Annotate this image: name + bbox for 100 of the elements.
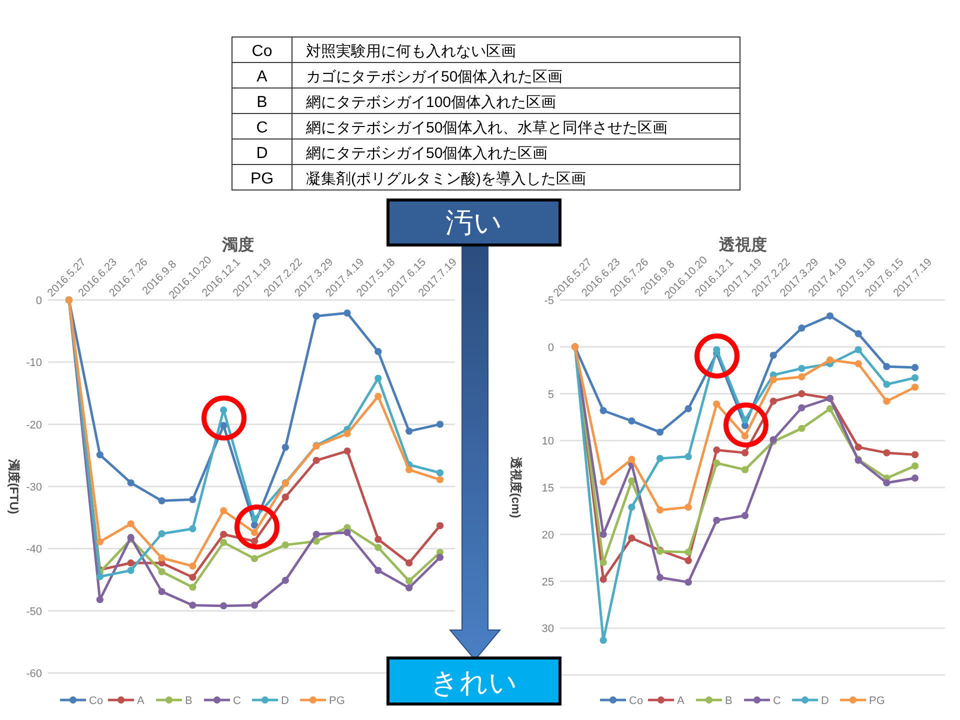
legend-label: D [821,695,829,707]
y-tick-label: -30 [26,482,42,494]
legend-label: C [233,695,241,707]
category-label: D [256,144,268,162]
y-tick-label: 25 [542,576,554,588]
point [798,373,806,380]
y-tick-label: -20 [26,419,42,432]
point [883,363,890,370]
category-label: Co [252,42,272,60]
point [312,530,320,538]
point [600,558,607,566]
point [883,398,890,405]
point [436,554,444,561]
point [826,356,834,364]
point [282,541,289,548]
point [158,554,166,562]
point [911,384,919,391]
point [854,330,862,338]
chart-title: 濁度 [221,235,254,254]
point [374,566,382,574]
point [741,449,749,456]
point [770,376,777,384]
point [854,346,862,354]
point [189,496,196,504]
point [770,352,777,359]
y-tick-label: 15 [542,482,554,494]
point [798,364,806,372]
legend-label: B [725,695,732,707]
point [312,312,320,320]
point [127,566,134,574]
point [798,404,806,412]
point [344,448,351,455]
point [374,348,382,356]
y-tick-label: 5 [548,388,554,401]
y-axis-title: 濁度(FTU) [7,458,21,514]
point [189,574,196,581]
point [344,309,351,317]
y-axis-title: 透視度(cm) [509,456,523,518]
point [600,478,607,486]
legend-label: A [137,695,145,707]
point [374,544,382,551]
point [406,559,413,567]
point [684,453,692,460]
point [406,584,413,592]
point [628,504,636,511]
point [127,479,134,486]
point [250,555,258,562]
point [883,380,890,388]
category-label: C [256,119,268,136]
legend-label: C [773,695,781,707]
point [344,528,351,536]
text: 網にタテボシガイ50個体入れ、水草と同伴させた区画 [305,119,668,136]
point [436,476,444,484]
point [220,538,228,546]
legend-label: Co [629,695,644,707]
point [883,449,890,456]
point [250,602,258,609]
point [406,428,413,435]
annotation: きれい [430,667,518,698]
point [282,494,289,501]
point [770,398,777,405]
point [250,528,258,536]
point [628,534,636,542]
y-tick-label: 0 [548,342,554,354]
point [158,530,166,538]
point [220,507,228,514]
point [220,530,228,538]
point [312,456,320,464]
legend-label: PG [329,695,345,707]
point [826,405,834,412]
point [911,462,919,470]
point [684,578,692,586]
point [741,432,749,440]
point [436,420,444,428]
y-tick-label: 0 [36,295,42,307]
point [628,477,636,484]
point [600,576,607,583]
point [220,406,228,414]
text: 凝集剤(ポリグルタミン酸)を導入した区画 [306,170,586,188]
y-tick-label: -10 [26,357,42,370]
point [282,444,289,451]
point [344,430,351,438]
point [96,596,104,604]
point [656,454,664,462]
text: 汚い [446,207,502,238]
point [713,516,720,524]
point [96,538,104,546]
point [406,466,413,474]
point [406,577,413,585]
category-label: A [256,68,268,86]
point [798,424,806,432]
point [189,602,196,609]
y-tick-label: 30 [542,623,554,636]
chart-title: 透視度 [718,235,767,254]
point [158,497,166,504]
legend-label: B [185,695,192,707]
point [600,530,607,538]
point [741,466,749,474]
y-tick-label: -50 [26,606,42,618]
point [189,562,196,570]
